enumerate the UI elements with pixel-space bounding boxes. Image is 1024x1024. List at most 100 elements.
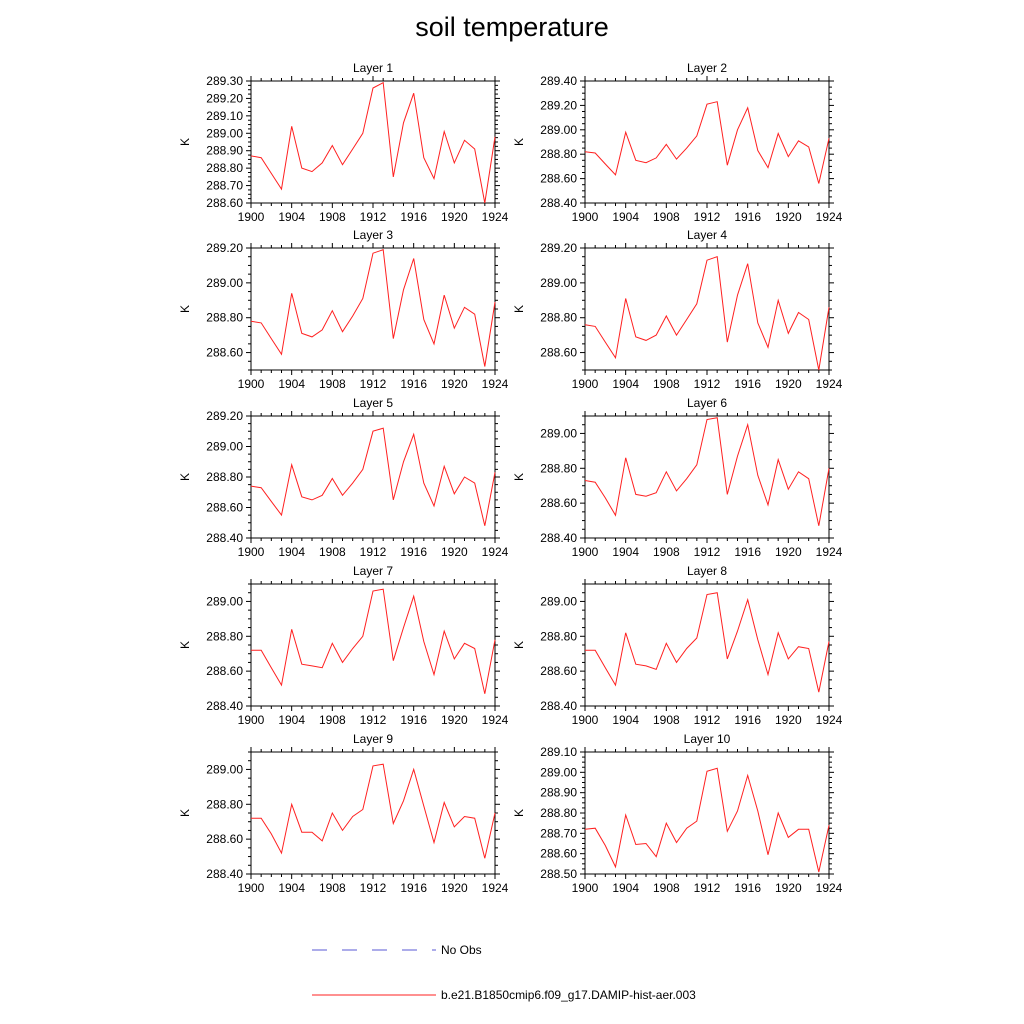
y-tick-label: 288.60 bbox=[206, 346, 243, 360]
panel-title: Layer 3 bbox=[353, 228, 393, 242]
y-tick-label: 288.80 bbox=[540, 461, 577, 475]
y-tick-label: 288.50 bbox=[540, 867, 577, 881]
y-tick-label: 288.60 bbox=[540, 172, 577, 186]
y-axis-label: K bbox=[512, 138, 526, 146]
y-axis-label: K bbox=[178, 809, 192, 817]
x-tick-label: 1924 bbox=[816, 713, 843, 727]
x-tick-label: 1900 bbox=[238, 545, 265, 559]
y-tick-label: 288.60 bbox=[540, 346, 577, 360]
y-tick-label: 289.00 bbox=[206, 762, 243, 776]
x-tick-label: 1920 bbox=[441, 713, 468, 727]
x-tick-label: 1920 bbox=[775, 210, 802, 224]
chart-panel-layer-10: 1900 1904 1908 1912 1916 1920 1924 288.50 288.60… bbox=[512, 732, 843, 895]
y-tick-label: 289.00 bbox=[206, 440, 243, 454]
x-tick-label: 1920 bbox=[775, 713, 802, 727]
series-line bbox=[584, 767, 830, 873]
x-tick-label: 1904 bbox=[278, 881, 305, 895]
y-axis-label: K bbox=[512, 641, 526, 649]
y-tick-label: 288.70 bbox=[206, 179, 243, 193]
chart-panel-layer-5: 1900 1904 1908 1912 1916 1920 1924 288.40 288.60… bbox=[178, 396, 509, 559]
x-tick-label: 1912 bbox=[694, 210, 721, 224]
y-tick-label: 288.60 bbox=[540, 847, 577, 861]
y-tick-label: 288.80 bbox=[206, 629, 243, 643]
y-tick-label: 289.00 bbox=[540, 765, 577, 779]
y-tick-label: 288.80 bbox=[540, 806, 577, 820]
x-tick-label: 1916 bbox=[734, 881, 761, 895]
y-tick-label: 288.60 bbox=[540, 664, 577, 678]
legend-label-no-obs: No Obs bbox=[441, 943, 482, 957]
y-axis-label: K bbox=[178, 473, 192, 481]
series-line bbox=[250, 81, 496, 204]
y-tick-label: 288.60 bbox=[206, 196, 243, 210]
x-tick-label: 1900 bbox=[572, 713, 599, 727]
x-tick-label: 1904 bbox=[278, 713, 305, 727]
x-tick-label: 1912 bbox=[360, 377, 387, 391]
x-tick-label: 1904 bbox=[278, 545, 305, 559]
y-tick-label: 289.00 bbox=[540, 594, 577, 608]
y-axis-label: K bbox=[512, 473, 526, 481]
y-tick-label: 288.60 bbox=[206, 664, 243, 678]
x-tick-label: 1924 bbox=[816, 377, 843, 391]
y-tick-label: 288.90 bbox=[206, 144, 243, 158]
x-tick-label: 1904 bbox=[612, 881, 639, 895]
x-tick-label: 1920 bbox=[441, 881, 468, 895]
panel-title: Layer 6 bbox=[687, 396, 727, 410]
chart-panel-layer-4: 1900 1904 1908 1912 1916 1920 1924 288.60 288.80… bbox=[512, 228, 843, 391]
x-tick-label: 1908 bbox=[319, 881, 346, 895]
x-tick-label: 1916 bbox=[734, 377, 761, 391]
x-tick-label: 1912 bbox=[694, 713, 721, 727]
y-tick-label: 289.20 bbox=[206, 409, 243, 423]
x-tick-label: 1920 bbox=[775, 545, 802, 559]
x-tick-label: 1912 bbox=[360, 713, 387, 727]
panel-title: Layer 4 bbox=[687, 228, 727, 242]
x-tick-label: 1904 bbox=[612, 713, 639, 727]
y-tick-label: 288.60 bbox=[540, 496, 577, 510]
x-tick-label: 1900 bbox=[238, 881, 265, 895]
y-tick-label: 289.20 bbox=[540, 241, 577, 255]
x-tick-label: 1904 bbox=[278, 210, 305, 224]
y-tick-label: 288.40 bbox=[206, 531, 243, 545]
x-tick-label: 1900 bbox=[238, 210, 265, 224]
y-tick-label: 288.80 bbox=[206, 311, 243, 325]
x-tick-label: 1908 bbox=[319, 713, 346, 727]
x-tick-label: 1924 bbox=[482, 545, 509, 559]
x-tick-label: 1904 bbox=[612, 545, 639, 559]
x-tick-label: 1900 bbox=[238, 713, 265, 727]
x-tick-label: 1900 bbox=[572, 881, 599, 895]
series-line bbox=[584, 417, 830, 526]
series-line bbox=[250, 249, 496, 367]
y-tick-label: 289.10 bbox=[540, 745, 577, 759]
x-tick-label: 1920 bbox=[441, 210, 468, 224]
y-tick-label: 288.70 bbox=[540, 826, 577, 840]
y-tick-label: 288.80 bbox=[206, 797, 243, 811]
y-tick-label: 288.40 bbox=[540, 531, 577, 545]
series-line bbox=[584, 256, 830, 371]
y-tick-label: 288.80 bbox=[540, 629, 577, 643]
x-tick-label: 1908 bbox=[319, 210, 346, 224]
x-tick-label: 1916 bbox=[400, 545, 427, 559]
x-tick-label: 1904 bbox=[612, 377, 639, 391]
panel-title: Layer 2 bbox=[687, 61, 727, 75]
x-tick-label: 1912 bbox=[694, 545, 721, 559]
x-tick-label: 1912 bbox=[360, 210, 387, 224]
x-tick-label: 1900 bbox=[572, 377, 599, 391]
x-tick-label: 1908 bbox=[319, 545, 346, 559]
x-tick-label: 1924 bbox=[482, 713, 509, 727]
x-tick-label: 1924 bbox=[482, 881, 509, 895]
chart-panel-layer-9: 1900 1904 1908 1912 1916 1920 1924 288.40 288.60… bbox=[178, 732, 509, 895]
x-tick-label: 1904 bbox=[278, 377, 305, 391]
chart-panel-layer-7: 1900 1904 1908 1912 1916 1920 1924 288.40 288.60… bbox=[178, 564, 509, 727]
y-tick-label: 288.60 bbox=[206, 832, 243, 846]
y-tick-label: 288.80 bbox=[540, 147, 577, 161]
chart-panel-layer-8: 1900 1904 1908 1912 1916 1920 1924 288.40 288.60… bbox=[512, 564, 843, 727]
chart-panel-layer-1: 1900 1904 1908 1912 1916 1920 1924 288.60 288.70… bbox=[178, 61, 509, 224]
y-tick-label: 289.30 bbox=[206, 74, 243, 88]
x-tick-label: 1916 bbox=[734, 210, 761, 224]
x-tick-label: 1908 bbox=[653, 377, 680, 391]
x-tick-label: 1924 bbox=[816, 210, 843, 224]
x-tick-label: 1912 bbox=[694, 881, 721, 895]
x-tick-label: 1908 bbox=[653, 713, 680, 727]
y-tick-label: 288.60 bbox=[206, 501, 243, 515]
